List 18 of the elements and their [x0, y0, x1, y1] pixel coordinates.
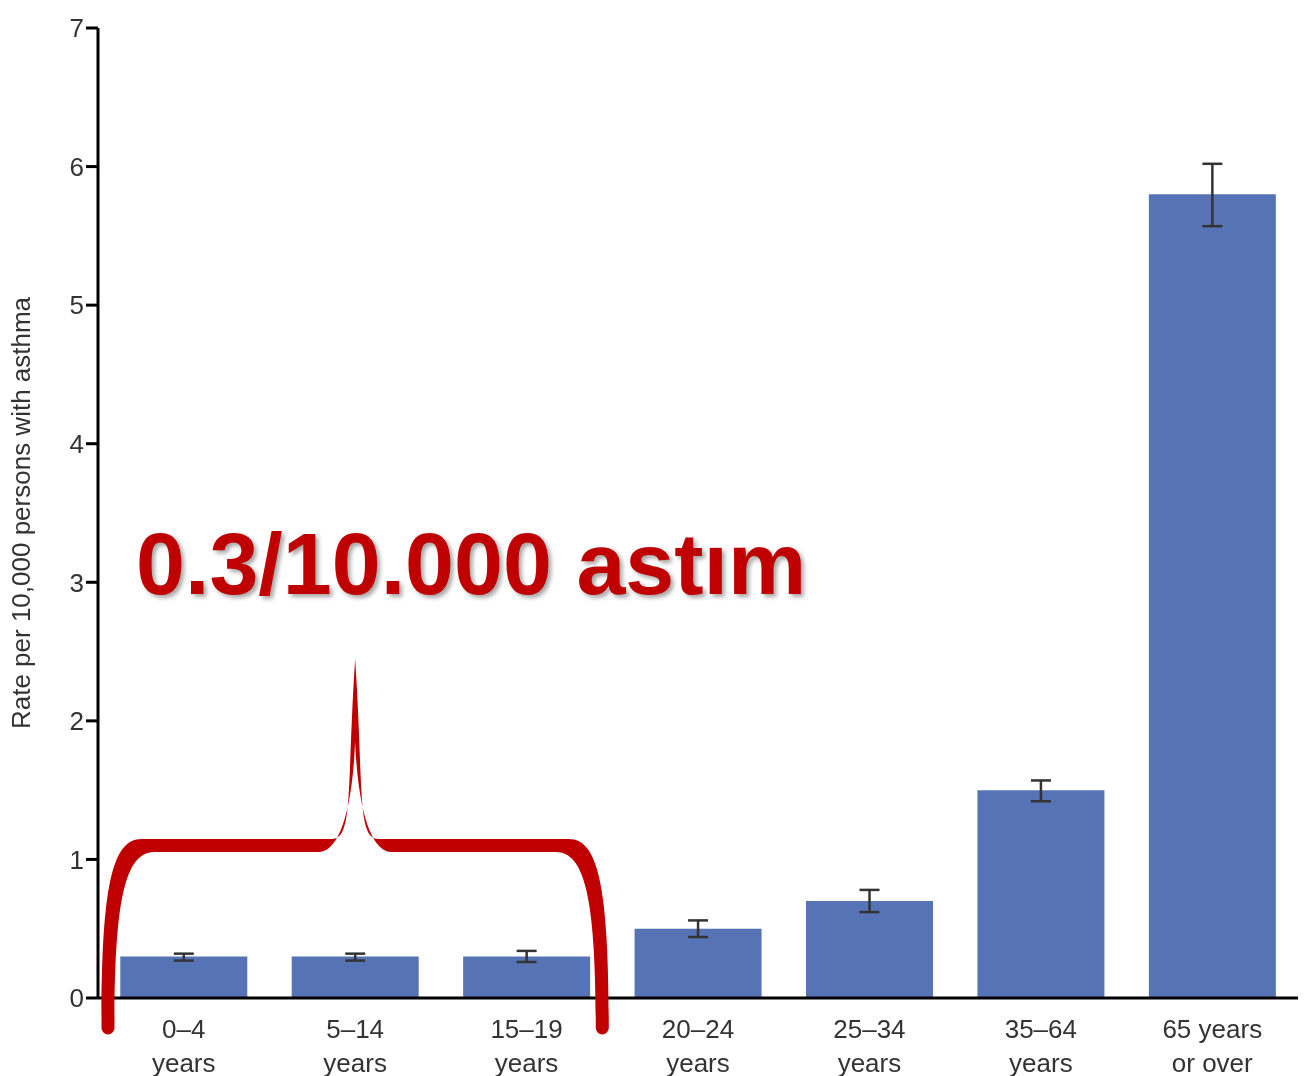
- annotation: 0.3/10.000 astım: [136, 513, 807, 616]
- y-tick-label: 6: [69, 151, 84, 182]
- y-tick-label: 3: [69, 567, 84, 598]
- y-axis-title: Rate per 10,000 persons with asthma: [6, 296, 37, 730]
- y-tick-label: 0: [69, 983, 84, 1014]
- y-tick-label: 5: [69, 290, 84, 321]
- bar: [1148, 194, 1276, 998]
- y-tick-label: 2: [69, 706, 84, 737]
- x-tick-label: 65 years or over: [1162, 1014, 1263, 1076]
- bar: [977, 790, 1105, 998]
- bar: [463, 956, 591, 998]
- y-tick-label: 7: [69, 13, 84, 44]
- bar: [806, 901, 933, 998]
- y-tick-label: 1: [69, 844, 84, 875]
- bar: [634, 928, 762, 998]
- bar: [120, 956, 248, 998]
- bar: [291, 956, 419, 998]
- y-tick-label: 4: [69, 428, 84, 459]
